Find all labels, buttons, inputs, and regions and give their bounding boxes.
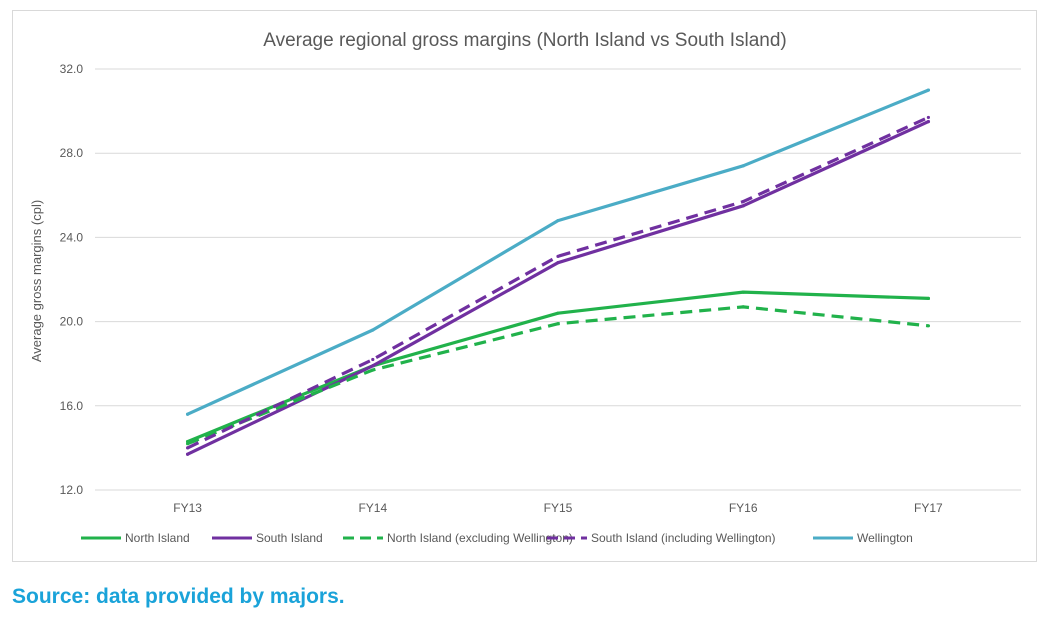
data-point (926, 324, 931, 328)
data-point (371, 328, 375, 332)
data-point (926, 88, 931, 92)
data-point (186, 442, 190, 446)
legend-item: North Island (excluding Wellington) (343, 531, 573, 545)
source-note: Source: data provided by majors. (12, 585, 345, 608)
legend-label: South Island (including Wellington) (591, 531, 776, 545)
y-axis-ticks: 12.0 16.0 20.0 24.0 28.0 32.0 (60, 62, 84, 497)
data-point (741, 164, 745, 168)
series-lines (186, 88, 931, 456)
line-chart: Average regional gross margins (North Is… (29, 30, 1021, 545)
data-point (741, 305, 745, 309)
y-axis-label: Average gross margins (cpl) (29, 200, 44, 362)
legend-label: South Island (256, 531, 323, 545)
data-point (556, 254, 560, 258)
x-tick-label: FY17 (914, 501, 943, 515)
data-point (926, 296, 931, 301)
legend-item: North Island (81, 531, 190, 545)
data-point (741, 200, 745, 204)
series-line-4 (186, 115, 930, 450)
y-tick-label: 28.0 (60, 146, 84, 160)
x-axis-ticks: FY13 FY14 FY15 FY16 FY17 (173, 501, 943, 515)
y-tick-label: 32.0 (60, 62, 84, 76)
legend-item: Wellington (813, 531, 913, 545)
y-tick-label: 16.0 (60, 399, 84, 413)
data-point (186, 412, 190, 416)
data-point (186, 446, 190, 450)
data-point (186, 452, 190, 456)
data-point (926, 120, 931, 124)
data-point (556, 311, 560, 315)
x-tick-label: FY14 (358, 501, 387, 515)
y-tick-label: 20.0 (60, 315, 84, 329)
x-tick-label: FY16 (729, 501, 758, 515)
series-line-3 (187, 305, 929, 446)
legend: North Island South Island North Island (ex… (81, 531, 913, 545)
gridlines (95, 68, 1021, 491)
data-point (741, 290, 745, 294)
data-point (371, 364, 375, 368)
y-tick-label: 12.0 (60, 483, 84, 497)
data-point (556, 218, 560, 223)
x-tick-label: FY15 (544, 501, 573, 515)
y-tick-label: 24.0 (60, 230, 84, 244)
series-line-2 (186, 119, 931, 456)
chart-title: Average regional gross margins (North Is… (263, 30, 786, 51)
legend-item: South Island (212, 531, 323, 545)
x-tick-label: FY13 (173, 501, 202, 515)
data-point (371, 368, 375, 372)
legend-item: South Island (including Wellington) (547, 531, 776, 545)
legend-label: North Island (excluding Wellington) (387, 531, 573, 545)
chart-frame: Average regional gross margins (North Is… (12, 10, 1037, 562)
data-point (556, 261, 560, 265)
data-point (556, 322, 560, 326)
series-line-5 (186, 88, 931, 416)
legend-label: North Island (125, 531, 190, 545)
data-point (371, 357, 375, 362)
data-point (926, 115, 931, 120)
data-point (741, 204, 745, 208)
legend-label: Wellington (857, 531, 913, 545)
